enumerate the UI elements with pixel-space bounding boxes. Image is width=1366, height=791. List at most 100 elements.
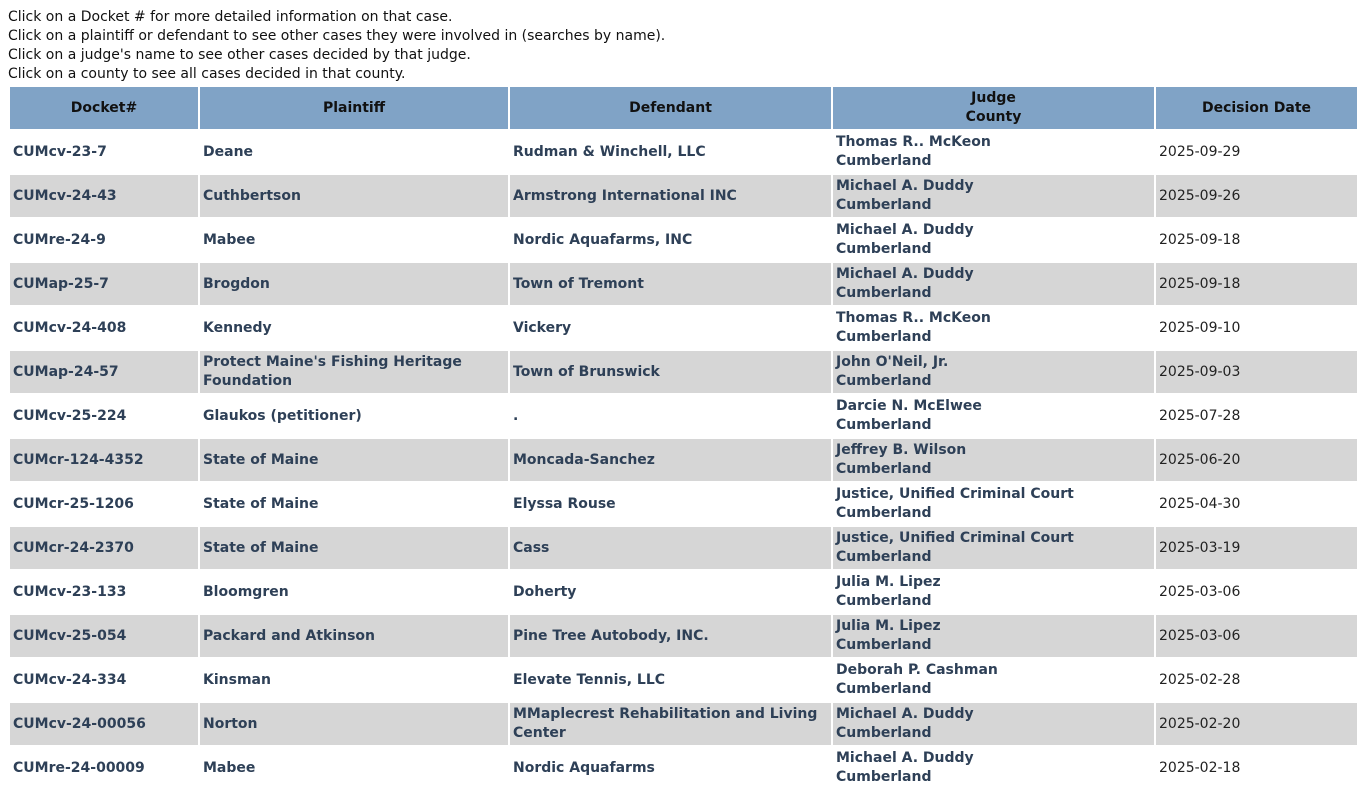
judge-county-cell: Julia M. Lipez Cumberland — [833, 615, 1154, 657]
judge-link[interactable]: Michael A. Duddy — [836, 706, 974, 722]
county-link[interactable]: Cumberland — [836, 505, 932, 521]
plaintiff-link[interactable]: Packard and Atkinson — [203, 627, 376, 644]
judge-county-cell: Deborah P. Cashman Cumberland — [833, 659, 1154, 701]
header-docket[interactable]: Docket# — [10, 87, 198, 129]
docket-link[interactable]: CUMcv-24-408 — [13, 319, 127, 336]
defendant-link[interactable]: Rudman & Winchell, LLC — [513, 143, 706, 160]
plaintiff-link[interactable]: Cuthbertson — [203, 187, 301, 204]
county-link[interactable]: Cumberland — [836, 593, 932, 609]
judge-link[interactable]: Justice, Unified Criminal Court — [836, 530, 1074, 546]
judge-link[interactable]: Michael A. Duddy — [836, 222, 974, 238]
defendant-link[interactable]: Pine Tree Autobody, INC. — [513, 627, 709, 644]
docket-link[interactable]: CUMcr-124-4352 — [13, 451, 144, 468]
plaintiff-link[interactable]: State of Maine — [203, 495, 319, 512]
county-link[interactable]: Cumberland — [836, 197, 932, 213]
header-judge-county[interactable]: Judge County — [833, 87, 1154, 129]
judge-link[interactable]: Michael A. Duddy — [836, 750, 974, 766]
judge-link[interactable]: Thomas R.. McKeon — [836, 310, 991, 326]
decision-date: 2025-03-06 — [1159, 583, 1241, 600]
defendant-link[interactable]: Armstrong International INC — [513, 187, 737, 204]
decision-date: 2025-09-03 — [1156, 351, 1357, 393]
judge-link[interactable]: Deborah P. Cashman — [836, 662, 998, 678]
judge-link[interactable]: Michael A. Duddy — [836, 266, 974, 282]
defendant-link[interactable]: Moncada-Sanchez — [513, 451, 655, 468]
plaintiff-cell: Glaukos (petitioner) — [200, 395, 508, 437]
defendant-link[interactable]: Cass — [513, 539, 550, 556]
plaintiff-cell: State of Maine — [200, 439, 508, 481]
decision-date: 2025-09-29 — [1159, 143, 1241, 160]
county-link[interactable]: Cumberland — [836, 153, 932, 169]
docket-link[interactable]: CUMcv-25-054 — [13, 627, 127, 644]
judge-county-cell: Michael A. Duddy Cumberland — [833, 703, 1154, 745]
defendant-cell: Doherty — [510, 571, 831, 613]
judge-link[interactable]: Darcie N. McElwee — [836, 398, 982, 414]
defendant-link[interactable]: . — [513, 407, 519, 424]
docket-link[interactable]: CUMcr-24-2370 — [13, 539, 134, 556]
county-link[interactable]: Cumberland — [836, 417, 932, 433]
county-link[interactable]: Cumberland — [836, 725, 932, 741]
plaintiff-link[interactable]: Kinsman — [203, 671, 271, 688]
judge-link[interactable]: Thomas R.. McKeon — [836, 134, 991, 150]
plaintiff-link[interactable]: State of Maine — [203, 539, 319, 556]
plaintiff-link[interactable]: Kennedy — [203, 319, 272, 336]
docket-link[interactable]: CUMap-24-57 — [13, 363, 119, 380]
docket-link[interactable]: CUMcv-24-334 — [13, 671, 127, 688]
docket-link[interactable]: CUMap-25-7 — [13, 275, 109, 292]
county-link[interactable]: Cumberland — [836, 329, 932, 345]
county-link[interactable]: Cumberland — [836, 549, 932, 565]
defendant-link[interactable]: Nordic Aquafarms, INC — [513, 231, 693, 248]
judge-link[interactable]: John O'Neil, Jr. — [836, 354, 949, 370]
decision-date: 2025-03-19 — [1156, 527, 1357, 569]
table-row: CUMcv-24-408 Kennedy Vickery Thomas R.. McK… — [10, 307, 1357, 349]
plaintiff-link[interactable]: Deane — [203, 143, 254, 160]
judge-link[interactable]: Julia M. Lipez — [836, 574, 941, 590]
defendant-link[interactable]: MMaplecrest Rehabilitation and Living Ce… — [513, 706, 818, 741]
judge-link[interactable]: Jeffrey B. Wilson — [836, 442, 967, 458]
defendant-link[interactable]: Elevate Tennis, LLC — [513, 671, 666, 688]
defendant-link[interactable]: Town of Brunswick — [513, 363, 660, 380]
decision-date: 2025-02-20 — [1156, 703, 1357, 745]
county-link[interactable]: Cumberland — [836, 769, 932, 785]
county-link[interactable]: Cumberland — [836, 637, 932, 653]
header-defendant[interactable]: Defendant — [510, 87, 831, 129]
header-date[interactable]: Decision Date — [1156, 87, 1357, 129]
docket-link[interactable]: CUMcv-23-7 — [13, 143, 107, 160]
plaintiff-link[interactable]: Bloomgren — [203, 583, 289, 600]
header-plaintiff[interactable]: Plaintiff — [200, 87, 508, 129]
judge-link[interactable]: Julia M. Lipez — [836, 618, 941, 634]
decision-date: 2025-09-18 — [1156, 263, 1357, 305]
docket-link[interactable]: CUMcv-23-133 — [13, 583, 127, 600]
docket-link[interactable]: CUMcv-24-00056 — [13, 715, 146, 732]
plaintiff-link[interactable]: Norton — [203, 715, 258, 732]
county-link[interactable]: Cumberland — [836, 241, 932, 257]
plaintiff-link[interactable]: Brogdon — [203, 275, 270, 292]
plaintiff-cell: Bloomgren — [200, 571, 508, 613]
plaintiff-cell: Protect Maine's Fishing Heritage Foundat… — [200, 351, 508, 393]
decision-date: 2025-04-30 — [1159, 495, 1241, 512]
judge-link[interactable]: Michael A. Duddy — [836, 178, 974, 194]
defendant-link[interactable]: Doherty — [513, 583, 577, 600]
docket-link[interactable]: CUMcv-25-224 — [13, 407, 127, 424]
plaintiff-link[interactable]: Glaukos (petitioner) — [203, 407, 362, 424]
county-link[interactable]: Cumberland — [836, 461, 932, 477]
defendant-link[interactable]: Town of Tremont — [513, 275, 644, 292]
judge-county-cell: Justice, Unified Criminal Court Cumberlan… — [833, 483, 1154, 525]
docket-link[interactable]: CUMcr-25-1206 — [13, 495, 134, 512]
decision-date: 2025-09-10 — [1159, 319, 1241, 336]
judge-link[interactable]: Justice, Unified Criminal Court — [836, 486, 1074, 502]
county-link[interactable]: Cumberland — [836, 285, 932, 301]
judge-county-cell: Michael A. Duddy Cumberland — [833, 747, 1154, 789]
table-row: CUMcv-23-7 Deane Rudman & Winchell, LLC Tho… — [10, 131, 1357, 173]
docket-link[interactable]: CUMre-24-9 — [13, 231, 106, 248]
county-link[interactable]: Cumberland — [836, 373, 932, 389]
county-link[interactable]: Cumberland — [836, 681, 932, 697]
plaintiff-link[interactable]: Mabee — [203, 231, 256, 248]
decision-date: 2025-02-18 — [1159, 759, 1241, 776]
decision-date: 2025-03-06 — [1156, 615, 1357, 657]
plaintiff-cell: Kinsman — [200, 659, 508, 701]
plaintiff-link[interactable]: State of Maine — [203, 451, 319, 468]
defendant-link[interactable]: Vickery — [513, 319, 572, 336]
docket-link[interactable]: CUMcv-24-43 — [13, 187, 117, 204]
defendant-link[interactable]: Elyssa Rouse — [513, 495, 616, 512]
plaintiff-link[interactable]: Protect Maine's Fishing Heritage Foundat… — [203, 354, 462, 389]
